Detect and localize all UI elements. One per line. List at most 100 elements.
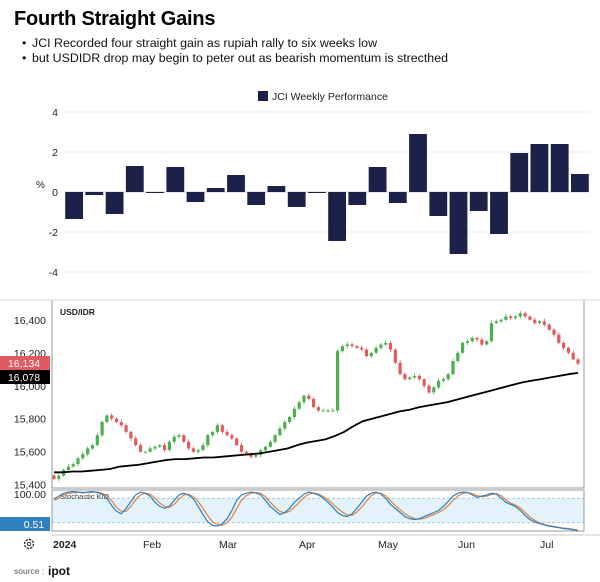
candle-body	[158, 445, 162, 447]
candle-body	[196, 450, 200, 452]
candle-body	[163, 445, 167, 450]
stochastic-k-line	[53, 490, 579, 532]
candle-body	[518, 313, 522, 317]
candle-body	[398, 362, 402, 375]
legend-swatch	[258, 91, 268, 101]
candle-body	[552, 329, 556, 335]
weekly-performance-bar	[227, 175, 245, 192]
candle-body	[384, 342, 388, 345]
candle-body	[364, 349, 369, 357]
gear-icon[interactable]	[23, 538, 35, 550]
candle-body	[494, 321, 498, 323]
candle-body	[523, 313, 527, 317]
candle-body	[403, 374, 407, 380]
candle-body	[119, 422, 123, 426]
weekly-performance-bar	[125, 166, 144, 192]
weekly-performance-bar	[409, 134, 427, 192]
weekly-performance-bar	[146, 192, 164, 193]
candle-body	[355, 346, 359, 348]
x-tick-label: 2024	[53, 539, 77, 551]
weekly-performance-bar	[449, 192, 468, 254]
candle-body	[475, 337, 479, 340]
candle-body	[182, 435, 186, 442]
moving-average-line	[54, 372, 579, 474]
bar-y-tick-label: 2	[52, 147, 58, 159]
candle-body	[292, 408, 296, 417]
candle-body	[254, 455, 258, 457]
bar-y-tick-label: -4	[49, 267, 58, 279]
candle-body	[235, 438, 239, 446]
bar-y-tick-label: -2	[49, 227, 58, 239]
candle-body	[379, 344, 383, 348]
candle-body	[110, 415, 114, 419]
stochastic-last-badge	[0, 517, 50, 531]
candle-body	[441, 379, 445, 381]
weekly-performance-bar	[65, 192, 83, 219]
x-tick-label: Apr	[299, 539, 316, 551]
candle-body	[360, 347, 364, 350]
weekly-performance-bar	[490, 192, 508, 234]
stochastic-panel-frame	[51, 489, 585, 532]
candle-body	[215, 425, 219, 432]
candle-body	[451, 361, 455, 375]
candle-body	[408, 377, 412, 380]
weekly-performance-bar	[429, 192, 448, 216]
candle-body	[268, 441, 272, 447]
candle-body	[57, 475, 61, 479]
candle-body	[114, 418, 119, 422]
x-tick-label: Feb	[143, 539, 161, 551]
candle-body	[427, 385, 431, 393]
candle-body	[542, 321, 546, 325]
candle-body	[417, 375, 421, 380]
candle-body	[263, 446, 268, 451]
candle-body	[331, 410, 335, 412]
weekly-performance-bar	[267, 186, 286, 192]
candle-body	[422, 379, 426, 386]
candle-body	[100, 422, 104, 436]
candle-body	[513, 316, 518, 319]
candle-body	[485, 341, 489, 345]
candle-body	[239, 445, 244, 452]
candle-body	[134, 438, 138, 446]
candle-body	[225, 431, 229, 436]
price-panel-frame	[51, 299, 585, 489]
x-tick-label: May	[378, 539, 399, 551]
candle-body	[81, 454, 85, 459]
candle-body	[153, 446, 157, 449]
last-price-value: 16,134	[8, 358, 40, 370]
source-label: source :	[14, 566, 44, 576]
candle-body	[345, 344, 349, 347]
moving-average-value: 16,078	[8, 372, 40, 384]
stochastic-last-value: 0.51	[24, 519, 45, 531]
x-tick-label: Jun	[458, 539, 475, 551]
weekly-performance-bar	[105, 192, 124, 214]
candle-body	[562, 342, 566, 348]
candle-body	[547, 324, 551, 330]
chart-svg: 420-2-4%JCI Weekly Performance16,40016,2…	[0, 91, 600, 578]
weekly-performance-bar	[530, 144, 549, 192]
candle-body	[71, 464, 75, 467]
candle-body	[461, 342, 465, 353]
candle-body	[576, 359, 580, 364]
candle-body	[432, 387, 436, 393]
x-tick-label: Mar	[219, 539, 238, 551]
candle-body	[336, 351, 340, 411]
weekly-performance-bar	[166, 167, 185, 192]
weekly-performance-bar	[571, 174, 589, 192]
candle-body	[326, 410, 330, 412]
x-tick-label: Jul	[540, 539, 553, 551]
weekly-performance-bar	[510, 153, 529, 192]
bar-y-tick-label: 4	[52, 107, 58, 119]
candle-body	[148, 448, 152, 452]
weekly-performance-bar	[186, 192, 205, 202]
candle-body	[105, 415, 109, 422]
candle-body	[557, 334, 561, 343]
candle-body	[465, 341, 469, 343]
candle-body	[537, 321, 542, 323]
candle-body	[413, 375, 417, 378]
price-y-tick-label: 15,400	[14, 480, 46, 492]
source-logo-text: ipot	[48, 564, 70, 578]
subtitle-bullet: but USDIDR drop may begin to peter out a…	[22, 51, 448, 66]
stochastic-band	[52, 498, 584, 523]
bar-y-tick-label: 0	[52, 187, 58, 199]
